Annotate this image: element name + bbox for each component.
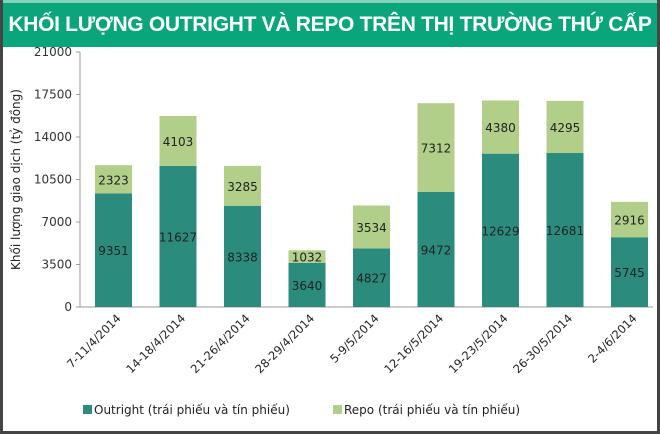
data-label: 1032 [292,251,323,265]
y-tick-label: 14000 [34,130,72,144]
x-tick-label: 26-30/5/2014 [510,311,575,376]
bar-repo [546,100,584,154]
bar-repo [611,201,648,238]
y-tick-label: 0 [64,300,72,314]
data-label: 8338 [227,250,258,264]
y-tick-label: 3500 [41,258,72,272]
data-label: 4380 [485,121,516,135]
bar-outright [353,248,390,307]
y-tick-label: 7000 [41,215,72,229]
x-tick-label: 28-29/4/2014 [252,311,317,376]
legend-label: Repo (trái phiếu và tín phiếu) [344,403,520,417]
bar-repo [159,115,197,166]
x-tick-label: 12-16/5/2014 [381,311,446,376]
data-label: 7312 [421,142,452,156]
data-label: 3534 [356,221,387,235]
bar-repo [353,205,390,249]
bar-outright [95,193,132,307]
x-tick-label: 7-11/4/2014 [64,311,124,371]
data-label: 9351 [98,244,129,258]
bar-outright [482,153,519,307]
bar-outright [288,262,326,307]
x-tick-label: 21-26/4/2014 [188,311,253,376]
data-label: 12629 [481,224,519,238]
bar-repo [288,250,326,263]
y-tick-label: 10500 [34,173,72,187]
y-tick-label: 21000 [34,45,72,59]
x-tick-label: 19-23/5/2014 [446,311,511,376]
bar-repo [224,165,261,206]
bar-outright [546,153,584,307]
data-label: 2323 [98,173,129,187]
data-label: 9472 [421,243,452,257]
legend-swatch [83,405,92,414]
bar-repo [482,100,519,154]
legend-swatch [333,405,342,414]
bar-outright [417,191,455,307]
x-tick-label: 5-9/5/2014 [327,311,382,366]
bar-repo [95,165,132,194]
data-label: 5745 [614,266,645,280]
chart-title: KHỐI LƯỢNG OUTRIGHT VÀ REPO TRÊN THỊ TRƯ… [3,0,657,47]
bar-repo [417,103,455,192]
legend-label: Outright (trái phiếu và tín phiếu) [94,403,290,417]
data-label: 2916 [614,214,645,228]
x-tick-label: 14-18/4/2014 [123,311,188,376]
y-axis-label: Khối lượng giao dịch (tỷ đồng) [9,89,23,270]
data-label: 3640 [292,279,323,293]
data-label: 11627 [159,230,197,244]
bar-outright [611,237,648,307]
data-label: 3285 [227,180,258,194]
stacked-bar-chart: 0 3500 7000 10500 14000 17500 21000 Khối lượng … [9,45,653,417]
x-tick-label: 2-4/6/2014 [585,311,640,366]
data-label: 4295 [550,121,581,135]
data-label: 4827 [356,272,387,286]
y-tick-label: 17500 [34,88,72,102]
data-label: 12681 [546,224,584,238]
data-label: 4103 [163,135,194,149]
bar-outright [159,165,197,307]
bar-outright [224,205,261,307]
